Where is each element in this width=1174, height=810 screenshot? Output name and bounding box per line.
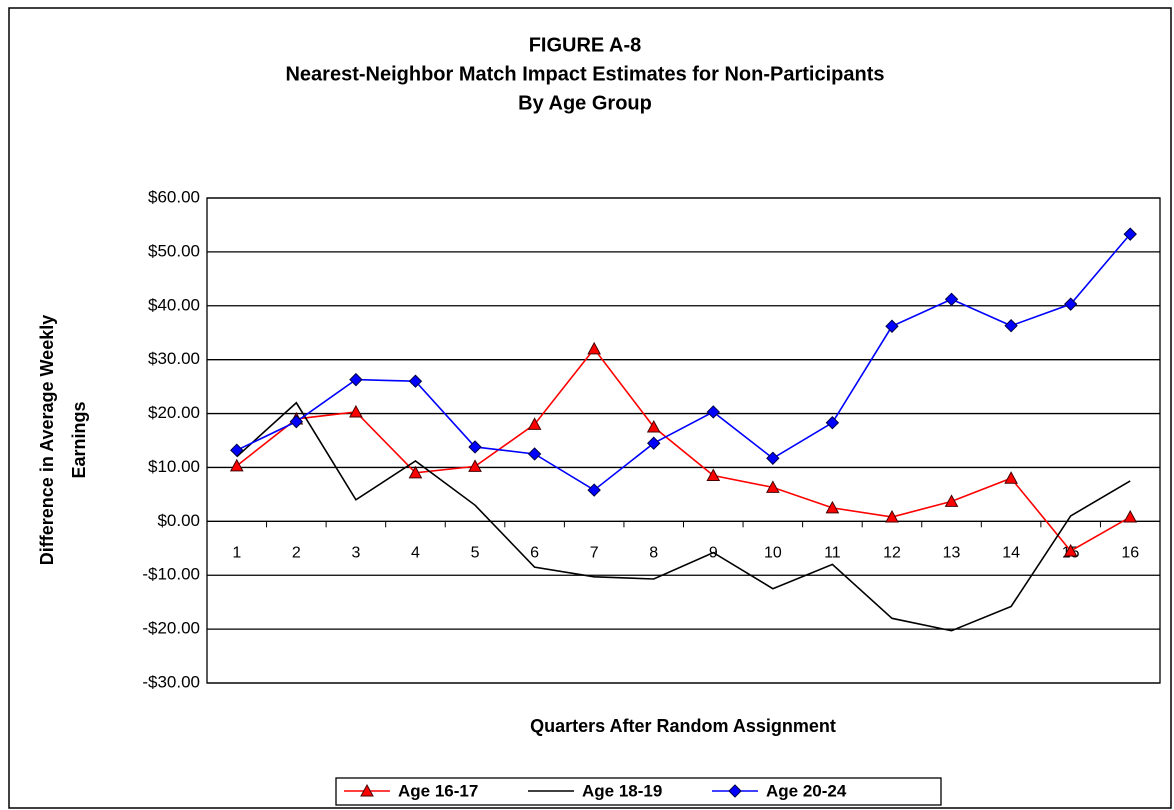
marker: [408, 374, 423, 388]
marker: [1123, 509, 1138, 523]
marker: [229, 458, 244, 472]
legend-label: Age 16-17: [398, 781, 478, 800]
x-axis-title: Quarters After Random Assignment: [530, 716, 836, 736]
marker: [825, 500, 840, 514]
legend-box: [335, 777, 942, 806]
x-tick-label: 16: [1121, 545, 1139, 562]
marker: [1063, 297, 1078, 311]
y-tick-label: $10.00: [148, 457, 200, 476]
marker: [527, 447, 542, 461]
marker: [647, 436, 661, 450]
x-tick-label: 11: [824, 545, 841, 562]
series-line: [236, 233, 1131, 492]
marker: [349, 404, 363, 418]
y-axis-title: Difference in Average Weekly: [37, 315, 57, 565]
x-tick-label: 3: [351, 545, 360, 562]
marker: [1004, 471, 1018, 484]
marker: [587, 341, 601, 355]
x-tick-label: 14: [1002, 545, 1020, 562]
marker: [408, 465, 423, 479]
marker: [885, 319, 899, 333]
y-tick-label: -$10.00: [142, 565, 200, 584]
chart-title: By Age Group: [518, 92, 652, 114]
y-tick-label: $40.00: [148, 295, 200, 314]
marker: [646, 419, 661, 433]
y-tick-label: $30.00: [148, 349, 200, 368]
x-tick-label: 10: [764, 545, 782, 562]
x-tick-label: 1: [232, 545, 241, 562]
x-tick-label: 12: [883, 545, 901, 562]
plot-border: [206, 197, 1161, 684]
marker: [1004, 319, 1018, 333]
legend-label: Age 20-24: [766, 781, 847, 800]
marker: [230, 443, 244, 457]
series-line: [236, 347, 1131, 553]
chart-title: FIGURE A-8: [529, 34, 642, 56]
marker: [766, 480, 780, 493]
y-axis-title: Earnings: [69, 401, 89, 478]
x-tick-label: 13: [943, 545, 961, 562]
marker: [468, 440, 482, 454]
series-line: [236, 401, 1131, 632]
marker: [825, 416, 840, 430]
marker: [885, 509, 899, 523]
x-tick-label: 8: [649, 545, 658, 562]
legend-marker: [360, 783, 374, 797]
marker: [766, 451, 780, 465]
marker: [944, 292, 959, 307]
y-tick-label: $50.00: [148, 241, 200, 260]
x-tick-label: 7: [590, 545, 599, 562]
y-tick-label: $0.00: [157, 511, 200, 530]
y-tick-label: $60.00: [148, 187, 200, 206]
marker: [1063, 543, 1078, 557]
legend-marker: [728, 784, 742, 798]
x-tick-label: 5: [471, 545, 480, 562]
x-tick-label: 6: [530, 545, 539, 562]
legend-label: Age 18-19: [582, 781, 662, 800]
x-tick-label: 2: [292, 545, 301, 562]
marker: [706, 405, 720, 419]
marker: [706, 468, 721, 482]
y-tick-label: -$20.00: [142, 619, 200, 638]
plot-area: [207, 198, 1160, 683]
marker: [289, 414, 304, 429]
marker: [349, 372, 363, 387]
marker: [944, 494, 959, 507]
marker: [1123, 227, 1137, 241]
chart-title: Nearest-Neighbor Match Impact Estimates …: [285, 63, 884, 85]
y-tick-label: $20.00: [148, 403, 200, 422]
marker: [527, 417, 542, 430]
marker: [587, 483, 601, 497]
y-tick-label: -$30.00: [142, 672, 200, 691]
x-tick-label: 4: [411, 545, 420, 562]
marker: [468, 459, 482, 472]
